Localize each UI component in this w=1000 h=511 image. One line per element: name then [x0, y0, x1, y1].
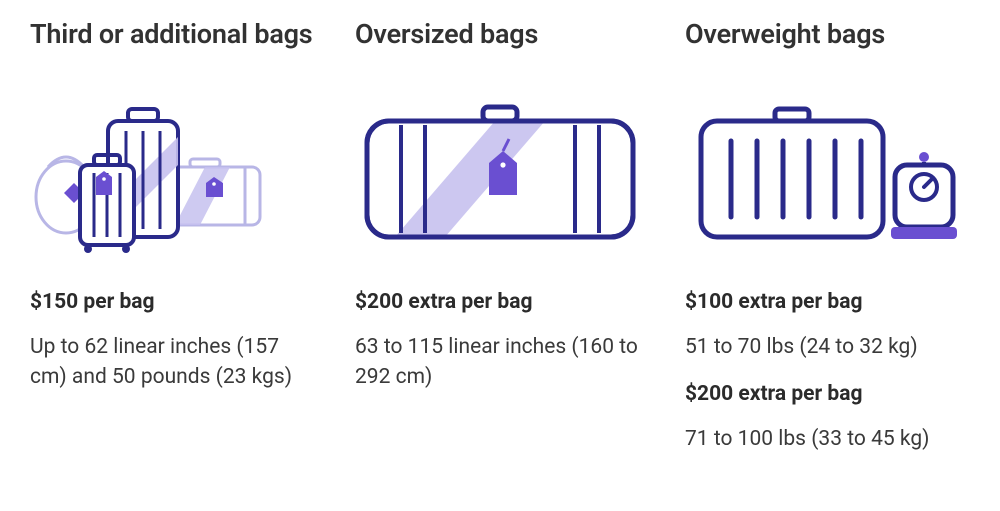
section-oversized: Oversized bags: [355, 18, 645, 413]
section-overweight: Overweight bags: [685, 18, 970, 475]
price-label-2: $200 extra per bag: [685, 382, 970, 406]
info-columns: Third or additional bags: [30, 18, 970, 475]
section-heading: Third or additional bags: [30, 18, 315, 50]
section-additional: Third or additional bags: [30, 18, 315, 413]
price-label: $100 extra per bag: [685, 290, 970, 314]
case-scale-icon: [685, 82, 970, 262]
price-desc: Up to 62 linear inches (157 cm) and 50 p…: [30, 332, 315, 393]
price-desc: 63 to 115 linear inches (160 to 292 cm): [355, 332, 645, 393]
section-heading: Overweight bags: [685, 18, 970, 50]
price-label: $150 per bag: [30, 290, 315, 314]
price-label: $200 extra per bag: [355, 290, 645, 314]
wide-case-icon: [355, 82, 645, 262]
section-heading: Oversized bags: [355, 18, 645, 50]
price-desc-2: 71 to 100 lbs (33 to 45 kg): [685, 424, 970, 454]
multi-bags-icon: [30, 82, 315, 262]
price-desc: 51 to 70 lbs (24 to 32 kg): [685, 332, 970, 362]
